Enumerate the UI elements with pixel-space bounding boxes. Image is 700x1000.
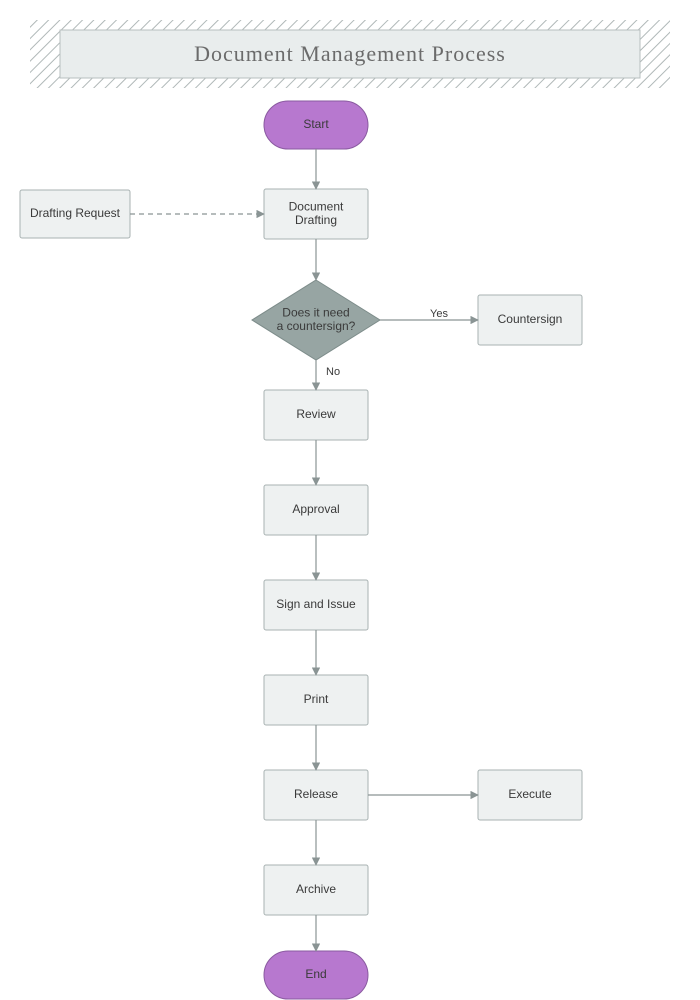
svg-text:Execute: Execute — [508, 787, 552, 801]
node-label: Does it needa countersign? — [277, 305, 356, 333]
node-label: Drafting Request — [30, 206, 121, 220]
node-drafting: DocumentDrafting — [264, 189, 368, 239]
svg-text:Drafting: Drafting — [295, 213, 337, 227]
svg-text:Release: Release — [294, 787, 338, 801]
node-label: Sign and Issue — [276, 597, 356, 611]
svg-text:End: End — [305, 967, 326, 981]
svg-text:Archive: Archive — [296, 882, 336, 896]
node-label: DocumentDrafting — [289, 199, 344, 227]
node-archive: Archive — [264, 865, 368, 915]
svg-text:Print: Print — [304, 692, 329, 706]
svg-text:Document: Document — [289, 199, 344, 213]
node-decision: Does it needa countersign? — [252, 280, 380, 360]
svg-text:a countersign?: a countersign? — [277, 319, 356, 333]
edge-label: Yes — [430, 308, 448, 320]
node-approval: Approval — [264, 485, 368, 535]
flowchart-canvas: Document Management Process Start Drafting… — [0, 0, 700, 1000]
title-text: Document Management Process — [194, 41, 506, 66]
node-review: Review — [264, 390, 368, 440]
node-start: Start — [264, 101, 368, 149]
node-print: Print — [264, 675, 368, 725]
node-release: Release — [264, 770, 368, 820]
node-label: Release — [294, 787, 338, 801]
svg-text:Approval: Approval — [292, 502, 339, 516]
node-label: Review — [296, 407, 336, 421]
svg-text:Start: Start — [303, 117, 329, 131]
node-end: End — [264, 951, 368, 999]
node-countersign: Countersign — [478, 295, 582, 345]
svg-text:Does it need: Does it need — [282, 305, 349, 319]
node-label: Countersign — [498, 312, 563, 326]
node-label: Approval — [292, 502, 339, 516]
title-block: Document Management Process — [30, 20, 670, 88]
edge-label: No — [326, 366, 340, 378]
svg-text:Countersign: Countersign — [498, 312, 563, 326]
svg-text:Review: Review — [296, 407, 336, 421]
node-label: Execute — [508, 787, 552, 801]
svg-text:Drafting Request: Drafting Request — [30, 206, 121, 220]
node-label: End — [305, 967, 326, 981]
node-label: Start — [303, 117, 329, 131]
node-sign: Sign and Issue — [264, 580, 368, 630]
node-label: Print — [304, 692, 329, 706]
node-draftreq: Drafting Request — [20, 190, 130, 238]
svg-text:Sign and Issue: Sign and Issue — [276, 597, 356, 611]
node-label: Archive — [296, 882, 336, 896]
node-execute: Execute — [478, 770, 582, 820]
